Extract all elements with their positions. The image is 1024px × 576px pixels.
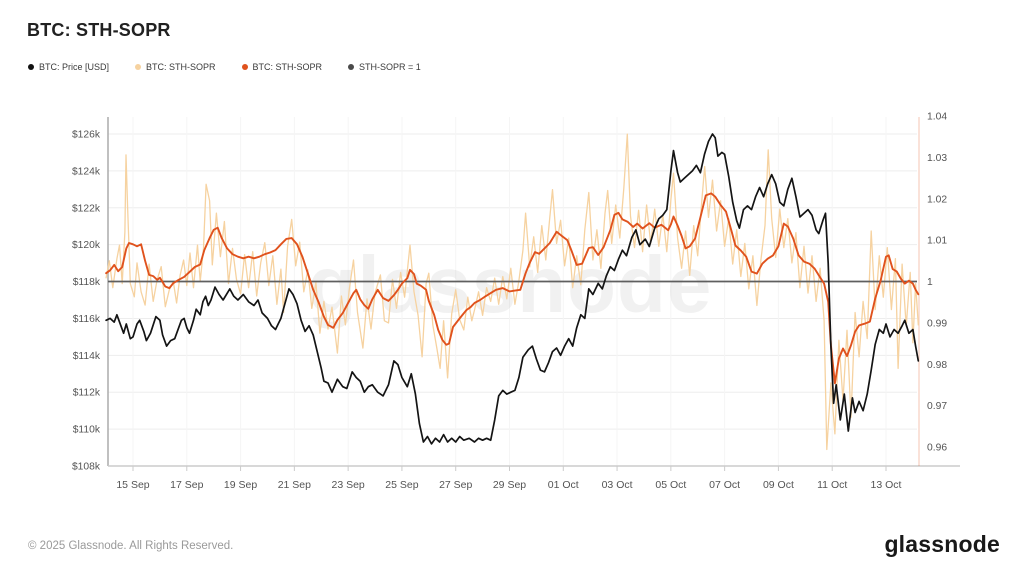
x-tick-label: 17 Sep bbox=[170, 479, 203, 491]
x-tick-label: 23 Sep bbox=[331, 479, 364, 491]
legend-item-label: BTC: STH-SOPR bbox=[146, 62, 216, 72]
y-left-tick-label: $110k bbox=[73, 425, 101, 436]
legend-dot-icon bbox=[28, 64, 34, 70]
watermark-text: glassnode bbox=[308, 240, 713, 329]
y-left-tick-label: $120k bbox=[72, 240, 101, 251]
glassnode-logo: glassnode bbox=[884, 531, 1000, 557]
legend-dot-icon bbox=[241, 64, 248, 70]
chart-title: BTC: STH-SOPR bbox=[27, 20, 171, 40]
legend: BTC: Price [USD] BTC: STH-SOPR BTC: STH-SO… bbox=[28, 62, 421, 72]
legend-item-1[interactable]: BTC: STH-SOPR bbox=[135, 62, 216, 72]
y-right-tick-label: 0.98 bbox=[927, 360, 947, 371]
y-left-tick-label: $116k bbox=[73, 314, 101, 325]
y-right-tick-label: 1 bbox=[927, 277, 933, 288]
y-right-tick-label: 0.97 bbox=[927, 401, 947, 412]
x-tick-label: 27 Sep bbox=[439, 479, 472, 491]
x-tick-label: 19 Sep bbox=[224, 479, 257, 491]
y-left-tick-label: $122k bbox=[72, 203, 101, 214]
legend-item-0[interactable]: BTC: Price [USD] bbox=[28, 62, 109, 72]
legend-dot-icon bbox=[135, 64, 142, 70]
y-left-tick-label: $124k bbox=[72, 166, 101, 177]
y-left-tick-label: $114k bbox=[73, 351, 101, 362]
legend-item-label: STH-SOPR = 1 bbox=[359, 62, 421, 72]
y-right-tick-label: 0.99 bbox=[927, 318, 947, 329]
x-tick-label: 01 Oct bbox=[548, 479, 579, 491]
x-tick-label: 07 Oct bbox=[709, 479, 740, 491]
series-sth-sopr-line bbox=[105, 192, 920, 385]
footer-copyright: © 2025 Glassnode. All Rights Reserved. bbox=[28, 540, 234, 552]
x-tick-label: 11 Oct bbox=[817, 479, 847, 491]
x-tick-label: 15 Sep bbox=[116, 479, 149, 491]
y-left-tick-label: $118k bbox=[73, 277, 101, 288]
legend-item-label: BTC: Price [USD] bbox=[39, 62, 110, 72]
legend-item-3[interactable]: STH-SOPR = 1 bbox=[348, 62, 421, 72]
series-btc-price-line bbox=[105, 133, 920, 445]
y-left-tick-label: $126k bbox=[72, 130, 101, 141]
y-right-tick-label: 1.04 bbox=[927, 112, 947, 123]
legend-dot-icon bbox=[348, 64, 355, 70]
x-tick-label: 21 Sep bbox=[278, 479, 311, 491]
y-left-tick-label: $108k bbox=[72, 461, 101, 472]
x-tick-label: 03 Oct bbox=[602, 479, 633, 491]
y-right-tick-label: 0.96 bbox=[927, 443, 947, 454]
y-right-tick-label: 1.02 bbox=[927, 194, 947, 205]
y-left-tick-label: $112k bbox=[73, 388, 101, 399]
x-tick-label: 09 Oct bbox=[763, 479, 794, 491]
series-sth-sopr-raw-line bbox=[105, 133, 919, 451]
y-right-tick-label: 1.01 bbox=[927, 236, 947, 247]
y-right-tick-label: 1.03 bbox=[927, 153, 947, 164]
x-tick-label: 25 Sep bbox=[385, 479, 418, 491]
legend-item-label: BTC: STH-SOPR bbox=[252, 62, 323, 72]
x-tick-label: 05 Oct bbox=[655, 479, 686, 491]
x-tick-label: 13 Oct bbox=[871, 479, 902, 491]
legend-item-2[interactable]: BTC: STH-SOPR bbox=[241, 62, 323, 72]
x-tick-label: 29 Sep bbox=[493, 479, 526, 491]
